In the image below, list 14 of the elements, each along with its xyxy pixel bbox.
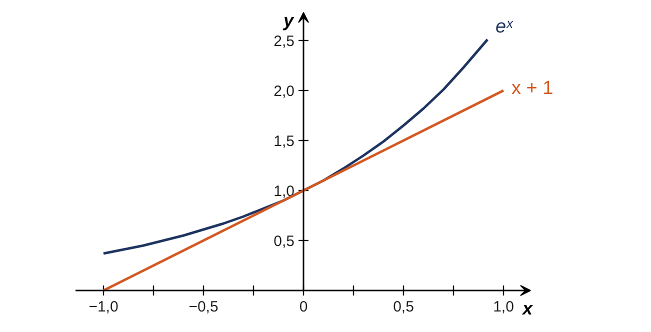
x-tick-label: 1,0 [493,298,514,316]
y-tick-label: 2,0 [274,83,295,100]
x-tick-label: −1,0 [88,298,118,316]
x-axis-title: x [522,298,534,318]
y-tick-label: 2,5 [274,33,295,50]
series-label: eˣ [496,16,514,38]
y-tick-label: 1,0 [274,183,295,200]
y-axis-title: y [282,10,294,30]
series-label: x + 1 [512,78,554,99]
x-tick-label: 0,5 [393,298,414,316]
y-tick-label: 0,5 [274,233,295,250]
y-tick-label: 1,5 [274,133,295,150]
x-tick-label: −0,5 [188,298,218,316]
x-tick-label: 0 [299,298,308,316]
